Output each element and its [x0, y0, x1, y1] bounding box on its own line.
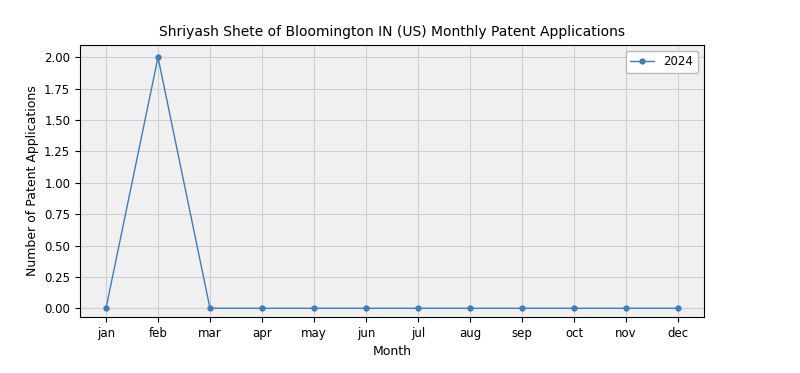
2024	[205, 306, 214, 310]
2024	[570, 306, 579, 310]
2024	[101, 306, 110, 310]
2024	[154, 55, 163, 60]
Line: 2024: 2024	[103, 55, 681, 311]
2024	[413, 306, 422, 310]
2024	[362, 306, 371, 310]
Legend: 2024: 2024	[626, 51, 698, 73]
2024	[517, 306, 526, 310]
2024	[258, 306, 267, 310]
2024	[621, 306, 630, 310]
2024	[309, 306, 318, 310]
2024	[466, 306, 475, 310]
2024	[674, 306, 683, 310]
Title: Shriyash Shete of Bloomington IN (US) Monthly Patent Applications: Shriyash Shete of Bloomington IN (US) Mo…	[159, 25, 625, 40]
Y-axis label: Number of Patent Applications: Number of Patent Applications	[26, 85, 38, 276]
X-axis label: Month: Month	[373, 345, 411, 358]
